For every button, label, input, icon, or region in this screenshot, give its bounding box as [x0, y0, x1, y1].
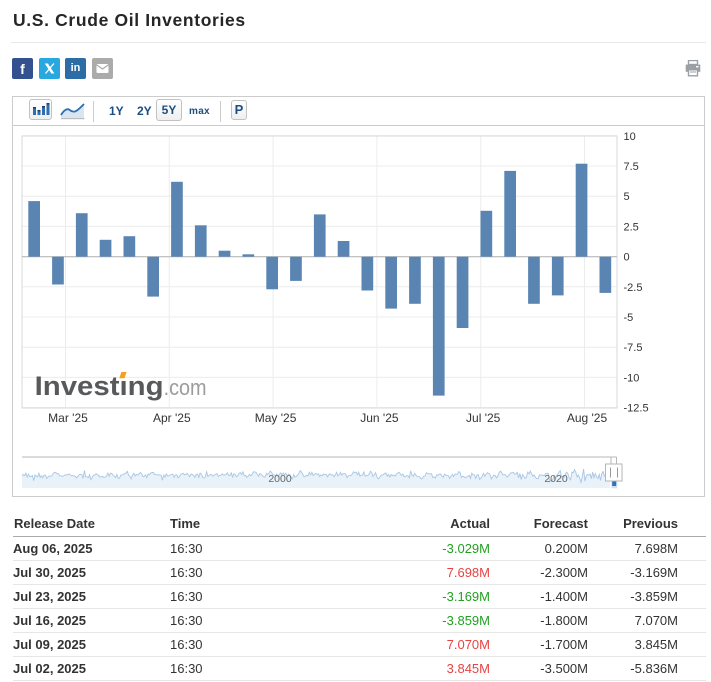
svg-text:Jul '25: Jul '25 [466, 411, 501, 425]
svg-text:Investıng: Investıng [35, 371, 164, 401]
svg-text:Mar '25: Mar '25 [48, 411, 88, 425]
svg-text:Aug '25: Aug '25 [567, 411, 608, 425]
svg-text:.com: .com [164, 375, 207, 400]
svg-text:2.5: 2.5 [624, 221, 639, 233]
svg-text:May '25: May '25 [255, 411, 297, 425]
svg-text:2000: 2000 [268, 473, 292, 485]
svg-text:Jun '25: Jun '25 [360, 411, 399, 425]
svg-text:7.5: 7.5 [624, 161, 639, 173]
svg-text:5: 5 [624, 191, 630, 203]
svg-text:Apr '25: Apr '25 [153, 411, 191, 425]
svg-text:-2.5: -2.5 [624, 282, 643, 294]
svg-text:-10: -10 [624, 372, 640, 384]
svg-text:-5: -5 [624, 312, 634, 324]
svg-text:2020: 2020 [544, 473, 568, 485]
svg-text:-7.5: -7.5 [624, 342, 643, 354]
svg-text:-12.5: -12.5 [624, 403, 649, 415]
svg-text:10: 10 [624, 131, 636, 143]
svg-text:0: 0 [624, 252, 630, 264]
